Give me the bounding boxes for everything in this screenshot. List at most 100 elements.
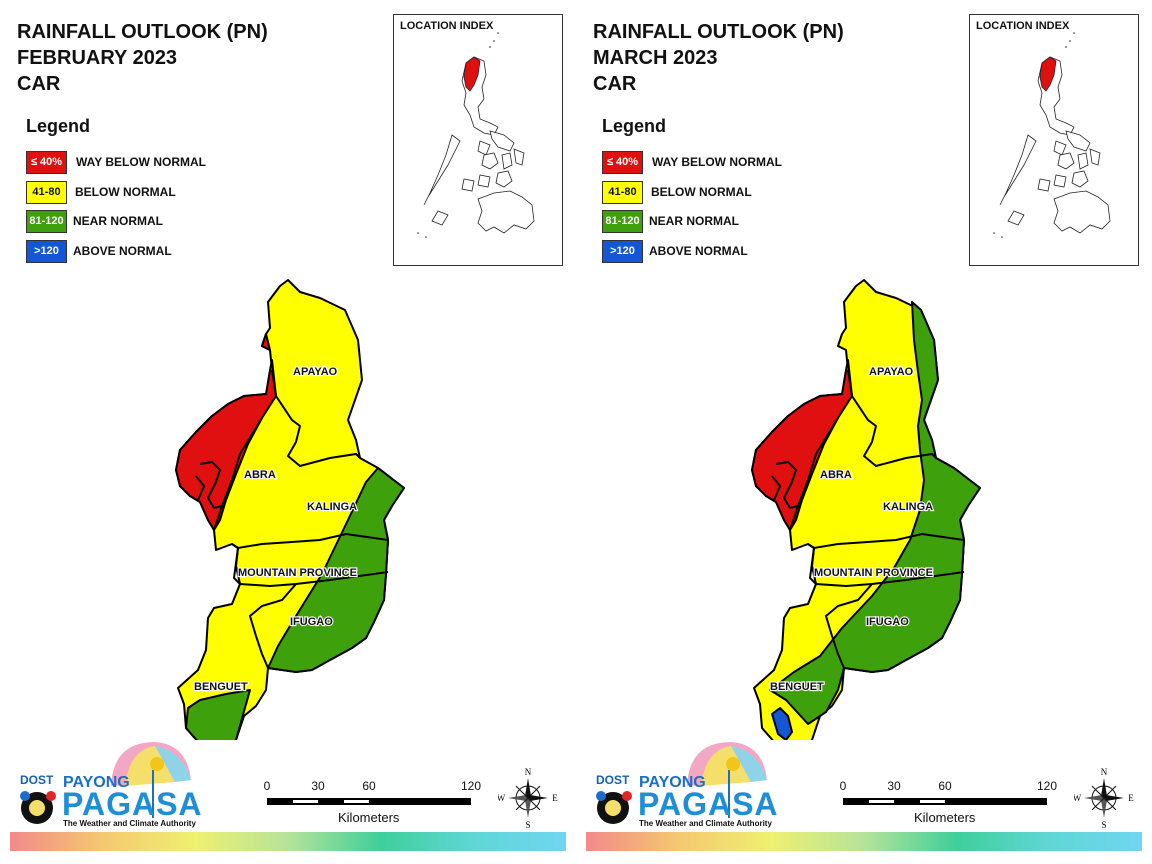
legend-title: Legend xyxy=(26,116,91,136)
color-strip xyxy=(586,832,1142,851)
legend-label: BELOW NORMAL xyxy=(75,185,176,199)
province-label-ifugao: IFUGAO xyxy=(290,616,333,628)
scale-tick: 120 xyxy=(460,779,482,793)
region-near-normal xyxy=(769,301,981,725)
title-line-2: MARCH 2023 xyxy=(593,47,718,69)
title-line-3: CAR xyxy=(593,73,637,95)
title-line-1: RAINFALL OUTLOOK (PN) xyxy=(593,21,844,43)
province-label-kalinga: KALINGA xyxy=(883,501,933,513)
scale-tick: 60 xyxy=(938,779,952,793)
legend-label: NEAR NORMAL xyxy=(649,214,739,228)
outlook-panel-march: RAINFALL OUTLOOK (PN) MARCH 2023 CAR Leg… xyxy=(576,0,1152,864)
scale-tick: 0 xyxy=(263,779,271,793)
province-label-abra: ABRA xyxy=(820,469,852,481)
legend-swatch: >120 xyxy=(26,239,67,263)
location-index-map: LOCATION INDEX xyxy=(969,14,1139,266)
car-rainfall-map: APAYAO ABRA KALINGA MOUNTAIN PROVINCE IF… xyxy=(751,279,981,740)
province-borders xyxy=(195,369,389,669)
province-label-ifugao: IFUGAO xyxy=(866,616,909,628)
umbrella-icon xyxy=(20,742,191,824)
legend-swatch: 81-120 xyxy=(602,209,643,233)
legend-item-below: 41-80 BELOW NORMAL xyxy=(602,180,752,204)
legend-swatch: 41-80 xyxy=(602,180,643,204)
legend-swatch: 81-120 xyxy=(26,209,67,233)
title-line-1: RAINFALL OUTLOOK (PN) xyxy=(17,21,268,43)
legend-label: NEAR NORMAL xyxy=(73,214,163,228)
north-arrow-compass: N S W E xyxy=(497,766,559,830)
car-highlight xyxy=(463,56,481,92)
legend-swatch: >120 xyxy=(602,239,643,263)
province-label-benguet: BENGUET xyxy=(194,681,248,693)
region-way-below-normal xyxy=(175,359,277,531)
compass-e: E xyxy=(552,793,558,803)
scale-tick: 0 xyxy=(839,779,847,793)
legend-label: ABOVE NORMAL xyxy=(73,244,172,258)
province-label-mountain-province: MOUNTAIN PROVINCE xyxy=(238,567,357,579)
legend-item-near: 81-120 NEAR NORMAL xyxy=(26,209,163,233)
province-borders xyxy=(771,369,965,669)
legend-item-near: 81-120 NEAR NORMAL xyxy=(602,209,739,233)
compass-s: S xyxy=(1101,820,1106,830)
map-title: RAINFALL OUTLOOK (PN) MARCH 2023 CAR xyxy=(593,19,844,97)
logo-dost: DOST xyxy=(20,773,54,787)
car-rainfall-map: APAYAO ABRA KALINGA MOUNTAIN PROVINCE IF… xyxy=(175,279,405,740)
scale-bar-graphic xyxy=(843,798,1047,805)
legend-swatch: ≤ 40% xyxy=(602,150,643,174)
map-title: RAINFALL OUTLOOK (PN) FEBRUARY 2023 CAR xyxy=(17,19,268,97)
pagasa-logo: DOST PAYONG PAGASA The Weather and Clima… xyxy=(15,740,205,835)
legend-item-way-below: ≤ 40% WAY BELOW NORMAL xyxy=(602,150,782,174)
province-label-apayao: APAYAO xyxy=(869,366,914,378)
province-label-abra: ABRA xyxy=(244,469,276,481)
location-index-map: LOCATION INDEX xyxy=(393,14,563,266)
logo-payong: PAYONG xyxy=(63,774,130,791)
north-arrow-compass: N S W E xyxy=(1073,766,1135,830)
compass-icon: N S W E xyxy=(497,767,559,830)
legend-swatch: 41-80 xyxy=(26,180,67,204)
scale-bar: 0 30 60 120 Kilometers xyxy=(263,777,493,827)
umbrella-icon xyxy=(596,742,767,824)
logo-pagasa: PAGASA xyxy=(638,786,779,822)
philippines-outline xyxy=(993,32,1111,238)
scale-tick: 30 xyxy=(887,779,901,793)
scale-unit: Kilometers xyxy=(914,810,976,825)
title-line-3: CAR xyxy=(17,73,61,95)
compass-n: N xyxy=(1101,767,1108,777)
province-label-benguet: BENGUET xyxy=(770,681,824,693)
region-way-below-normal xyxy=(751,359,853,531)
legend-item-above: >120 ABOVE NORMAL xyxy=(26,239,172,263)
province-label-apayao: APAYAO xyxy=(293,366,338,378)
philippines-outline xyxy=(417,32,535,238)
legend-label: WAY BELOW NORMAL xyxy=(76,155,207,169)
compass-n: N xyxy=(525,767,532,777)
region-above-normal xyxy=(771,707,793,740)
legend-title: Legend xyxy=(602,116,667,136)
compass-e: E xyxy=(1128,793,1134,803)
legend-label: ABOVE NORMAL xyxy=(649,244,748,258)
logo-pagasa: PAGASA xyxy=(62,786,203,822)
scale-tick: 30 xyxy=(311,779,325,793)
color-strip xyxy=(10,832,566,851)
location-index-title: LOCATION INDEX xyxy=(400,20,494,32)
compass-w: W xyxy=(498,793,506,803)
logo-payong: PAYONG xyxy=(639,774,706,791)
scale-bar: 0 30 60 120 Kilometers xyxy=(839,777,1069,827)
legend-item-way-below: ≤ 40% WAY BELOW NORMAL xyxy=(26,150,206,174)
compass-icon: N S W E xyxy=(1073,767,1135,830)
title-line-2: FEBRUARY 2023 xyxy=(17,47,178,69)
legend-label: WAY BELOW NORMAL xyxy=(652,155,783,169)
car-highlight xyxy=(1039,56,1057,92)
outlook-panel-february: RAINFALL OUTLOOK (PN) FEBRUARY 2023 CAR … xyxy=(10,14,566,851)
location-index-title: LOCATION INDEX xyxy=(976,20,1070,32)
pagasa-logo: DOST PAYONG PAGASA The Weather and Clima… xyxy=(591,740,781,835)
compass-w: W xyxy=(1074,793,1082,803)
compass-s: S xyxy=(525,820,530,830)
province-label-mountain-province: MOUNTAIN PROVINCE xyxy=(814,567,933,579)
legend-item-below: 41-80 BELOW NORMAL xyxy=(26,180,176,204)
logo-tagline: The Weather and Climate Authority xyxy=(63,819,196,828)
scale-tick: 60 xyxy=(362,779,376,793)
province-label-kalinga: KALINGA xyxy=(307,501,357,513)
scale-tick: 120 xyxy=(1036,779,1058,793)
legend-item-above: >120 ABOVE NORMAL xyxy=(602,239,748,263)
legend-swatch: ≤ 40% xyxy=(26,150,67,174)
logo-tagline: The Weather and Climate Authority xyxy=(639,819,772,828)
